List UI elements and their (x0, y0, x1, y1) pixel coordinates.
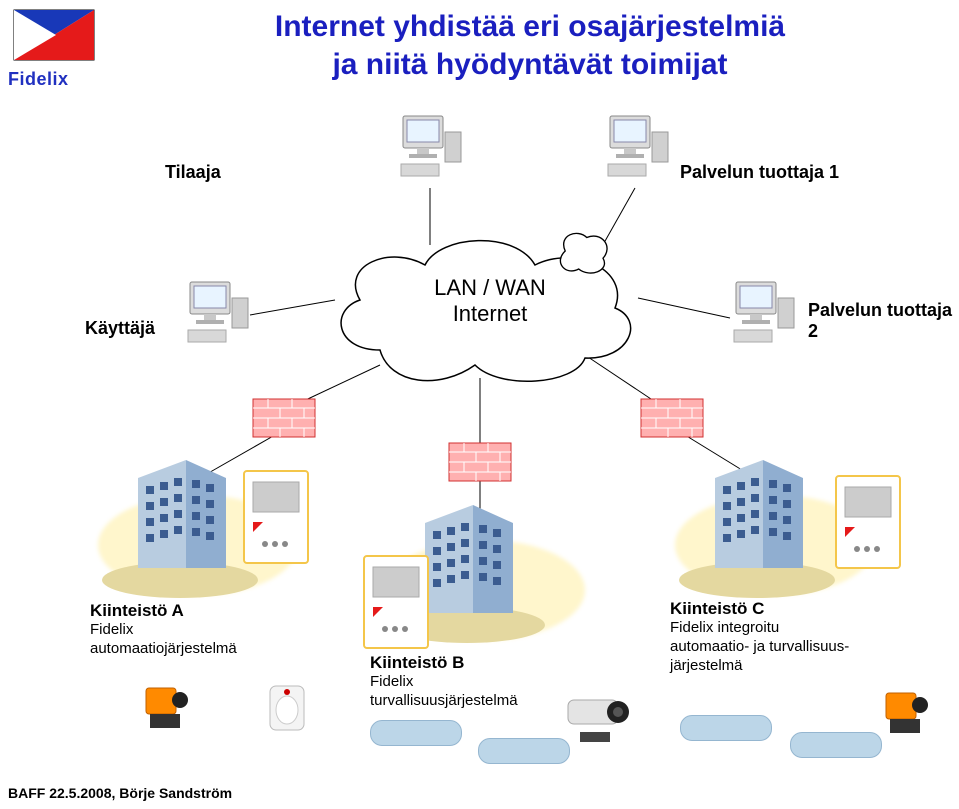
firewall-right-icon (640, 398, 704, 438)
tuottaja1-label: Palvelun tuottaja 1 (680, 162, 839, 183)
building-a-title: Kiinteistö A (90, 600, 237, 621)
building-c-sub3: järjestelmä (670, 657, 849, 676)
tilaaja-label: Tilaaja (165, 162, 221, 183)
building-c-sub2: automaatio- ja turvallisuus- (670, 638, 849, 657)
tuottaja2-pc-icon (728, 278, 798, 348)
reader-2-icon (478, 738, 570, 764)
reader-3-icon (680, 715, 772, 741)
building-a-caption: Kiinteistö A Fidelix automaatiojärjestel… (90, 600, 237, 659)
kayttaja-pc-icon (182, 278, 252, 348)
cloud-label-line2: Internet (390, 301, 590, 327)
building-b-title: Kiinteistö B (370, 652, 518, 673)
cloud-label-line1: LAN / WAN (390, 275, 590, 301)
reader-1-icon (370, 720, 462, 746)
firewall-center-icon (448, 442, 512, 482)
firewall-left-icon (252, 398, 316, 438)
tuottaja2-label: Palvelun tuottaja 2 (808, 300, 958, 342)
building-c-icon (677, 450, 837, 600)
camera-icon (560, 690, 635, 745)
building-a-panel-icon (243, 470, 309, 564)
kayttaja-label: Käyttäjä (85, 318, 155, 339)
tilaaja-pc-icon (395, 112, 465, 182)
building-a (88, 450, 318, 620)
building-a-sub2: automaatiojärjestelmä (90, 640, 237, 659)
building-c (665, 450, 925, 620)
building-b-sub1: Fidelix (370, 673, 518, 692)
footer-text: BAFF 22.5.2008, Börje Sandström (8, 785, 232, 801)
reader-4-icon (790, 732, 882, 758)
building-c-title: Kiinteistö C (670, 598, 849, 619)
cloud-label: LAN / WAN Internet (390, 275, 590, 327)
actuator-left-icon (140, 680, 195, 735)
tuottaja1-pc-icon (602, 112, 672, 182)
building-c-panel-icon (835, 475, 901, 569)
building-b-panel-icon (363, 555, 429, 649)
building-b-sub2: turvallisuusjärjestelmä (370, 692, 518, 711)
building-b (375, 495, 605, 665)
building-a-sub1: Fidelix (90, 621, 237, 640)
building-b-caption: Kiinteistö B Fidelix turvallisuusjärjest… (370, 652, 518, 711)
building-c-sub1: Fidelix integroitu (670, 619, 849, 638)
actuator-right-icon (880, 685, 935, 740)
pir-sensor-icon (260, 680, 315, 735)
building-a-icon (100, 450, 260, 600)
building-c-caption: Kiinteistö C Fidelix integroitu automaat… (670, 598, 849, 676)
diagram-stage: Fidelix Internet yhdistää eri osajärjest… (0, 0, 959, 809)
